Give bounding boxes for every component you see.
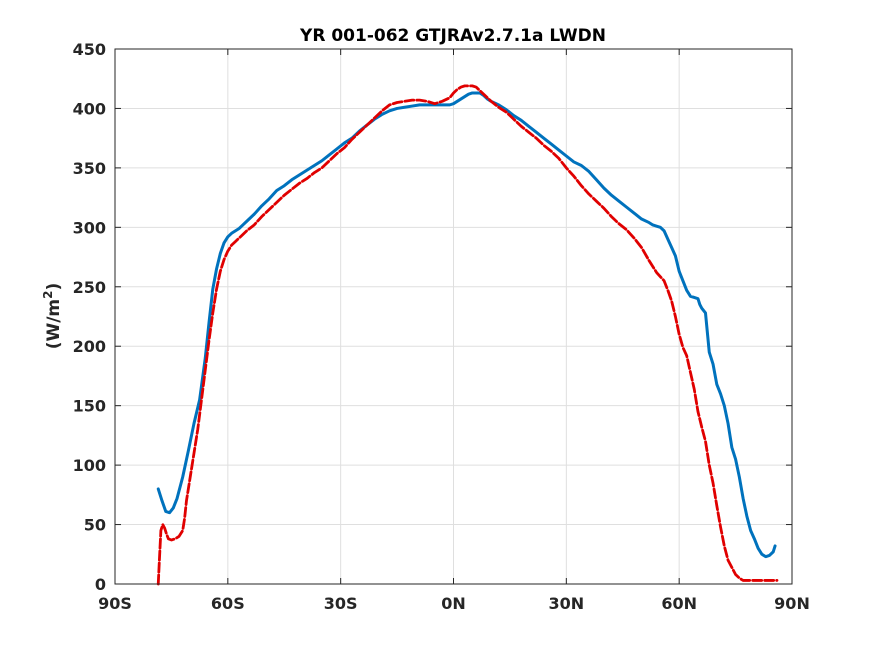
x-tick-label: 90S [98, 594, 132, 613]
chart-title: YR 001-062 GTJRAv2.7.1a LWDN [299, 26, 606, 46]
y-axis-label-main: (W/m [44, 299, 64, 349]
y-axis-label-sup: 2 [41, 290, 55, 298]
y-axis-label: (W/m2) [41, 283, 64, 350]
y-tick-label: 300 [73, 218, 106, 237]
y-tick-label: 100 [73, 456, 106, 475]
y-tick-label: 50 [84, 516, 106, 535]
y-axis-label-end: ) [44, 283, 64, 291]
y-tick-label: 150 [73, 397, 106, 416]
y-tick-label: 200 [73, 337, 106, 356]
x-tick-label: 60N [661, 594, 697, 613]
x-tick-label: 30S [324, 594, 358, 613]
y-tick-label: 450 [73, 40, 106, 59]
x-tick-label: 90N [774, 594, 810, 613]
y-tick-label: 350 [73, 159, 106, 178]
x-tick-label: 30N [549, 594, 585, 613]
x-tick-label: 0N [441, 594, 466, 613]
series-line-2 [156, 84, 779, 586]
y-tick-label: 0 [95, 575, 106, 594]
y-tick-label: 400 [73, 99, 106, 118]
x-tick-label: 60S [211, 594, 245, 613]
y-tick-label: 250 [73, 278, 106, 297]
